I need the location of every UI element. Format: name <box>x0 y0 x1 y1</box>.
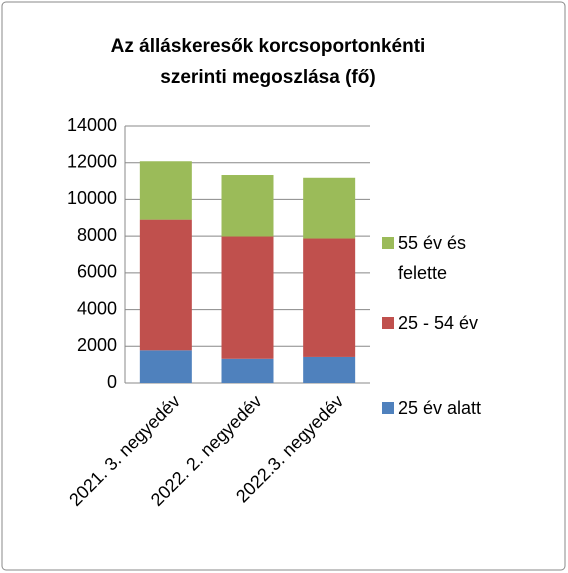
legend-item: 25 - 54 év <box>382 308 532 338</box>
bar-segment <box>221 358 274 383</box>
legend-label: 25 - 54 év <box>398 313 479 333</box>
y-tick-label: 6000 <box>77 262 117 282</box>
bar-segment <box>139 219 192 351</box>
bar-segment <box>303 356 356 383</box>
legend-swatch <box>382 317 394 329</box>
legend-label: 55 év és felette <box>398 233 467 283</box>
bar-segment <box>139 350 192 383</box>
bar-segment <box>221 175 274 237</box>
legend-label: 25 év alatt <box>398 398 482 418</box>
y-tick-label: 12000 <box>67 151 117 171</box>
y-tick-label: 0 <box>107 372 117 392</box>
y-tick-label: 10000 <box>67 188 117 208</box>
legend-item: 55 év és felette <box>382 228 532 288</box>
legend-swatch <box>382 402 394 414</box>
y-tick-label: 4000 <box>77 298 117 318</box>
legend-item: 25 év alatt <box>382 393 532 423</box>
bar-segment <box>303 177 356 239</box>
y-tick-label: 2000 <box>77 335 117 355</box>
chart-title: Az álláskeresők korcsoportonkénti <box>111 36 426 57</box>
bar-segment <box>221 236 274 359</box>
bar-segment <box>303 238 356 357</box>
y-tick-label: 8000 <box>77 225 117 245</box>
chart-title: szerinti megoszlása (fő) <box>160 67 375 88</box>
y-tick-label: 14000 <box>67 115 117 135</box>
legend-swatch <box>382 237 394 249</box>
bar-segment <box>139 161 192 220</box>
